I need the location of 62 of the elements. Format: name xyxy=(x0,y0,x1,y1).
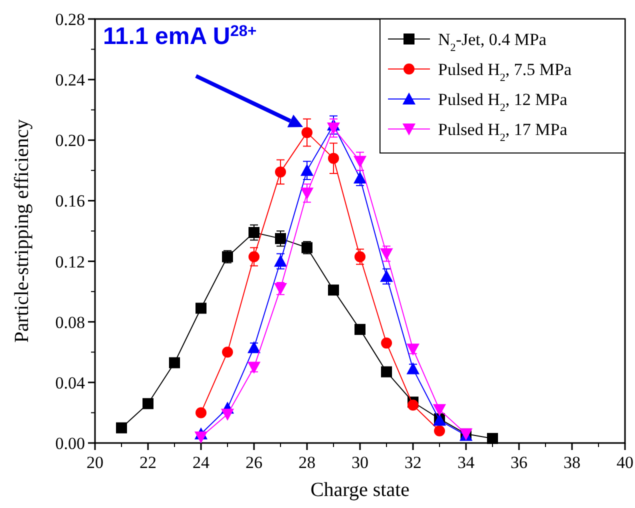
legend-label: Pulsed H$_{2}$, 12 MPa xyxy=(438,90,568,114)
x-tick-label: 34 xyxy=(458,453,475,472)
x-tick-label: 30 xyxy=(352,453,368,472)
x-tick-label: 28 xyxy=(298,453,316,472)
point xyxy=(221,408,234,421)
point xyxy=(248,251,260,262)
point xyxy=(275,233,286,244)
point xyxy=(380,248,393,260)
x-tick-label: 40 xyxy=(616,453,634,472)
annotation: 11.1 emA U$^{28+}$ xyxy=(103,22,257,50)
point xyxy=(302,127,312,138)
legend-label: N$_{2}$-Jet, 0.4 MPa xyxy=(438,30,547,54)
y-tick-label: 0.08 xyxy=(55,312,85,332)
y-tick-label: 0.16 xyxy=(55,192,85,211)
x-tick-label: 20 xyxy=(86,453,104,472)
point xyxy=(300,188,314,200)
point xyxy=(354,156,366,168)
x-axis-title: Charge state xyxy=(310,479,410,501)
point xyxy=(248,341,260,354)
x-tick-label: 26 xyxy=(246,453,262,472)
point xyxy=(434,425,445,436)
point xyxy=(433,404,446,416)
point xyxy=(274,283,287,296)
point xyxy=(327,122,340,135)
point xyxy=(381,338,392,349)
legend-label: Pulsed H$_{2}$, 17 MPa xyxy=(438,120,568,144)
y-tick-label: 0.00 xyxy=(55,434,85,453)
y-tick-label: 0.04 xyxy=(55,373,86,392)
point xyxy=(380,270,393,282)
point xyxy=(300,164,314,176)
point xyxy=(406,344,420,356)
x-tick-label: 22 xyxy=(140,453,156,472)
y-tick-label: 0.28 xyxy=(55,10,85,29)
x-tick-label: 38 xyxy=(564,453,580,472)
point xyxy=(274,254,287,267)
point xyxy=(222,346,233,358)
point xyxy=(354,251,366,262)
x-tick-label: 36 xyxy=(510,453,528,472)
point xyxy=(328,284,339,296)
x-tick-label: 32 xyxy=(404,453,422,472)
point xyxy=(381,366,392,378)
point xyxy=(354,324,366,335)
point xyxy=(408,400,418,411)
x-tick-label: 24 xyxy=(192,453,210,472)
y-tick-label: 0.12 xyxy=(55,252,85,272)
point xyxy=(328,152,339,164)
y-tick-label: 0.24 xyxy=(55,70,86,90)
point xyxy=(169,357,180,368)
point xyxy=(196,302,206,314)
point xyxy=(248,227,260,238)
point xyxy=(196,407,206,418)
point xyxy=(248,362,260,374)
point xyxy=(142,398,154,410)
point xyxy=(406,362,420,374)
legend-label: Pulsed H$_{2}$, 7.5 MPa xyxy=(438,60,572,84)
y-tick-label: 0.20 xyxy=(55,131,85,150)
y-axis-title: Particle-stripping efficiency xyxy=(11,119,33,343)
point xyxy=(275,166,286,178)
point xyxy=(487,432,498,444)
point xyxy=(194,431,208,444)
point xyxy=(354,172,366,184)
point xyxy=(116,422,127,434)
